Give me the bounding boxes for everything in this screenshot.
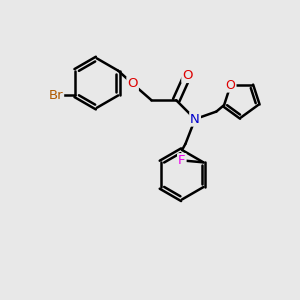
Text: O: O <box>128 77 138 90</box>
Text: O: O <box>182 69 193 82</box>
Text: F: F <box>178 154 186 167</box>
Text: Br: Br <box>49 89 63 102</box>
Text: O: O <box>226 79 236 92</box>
Text: N: N <box>190 112 200 126</box>
